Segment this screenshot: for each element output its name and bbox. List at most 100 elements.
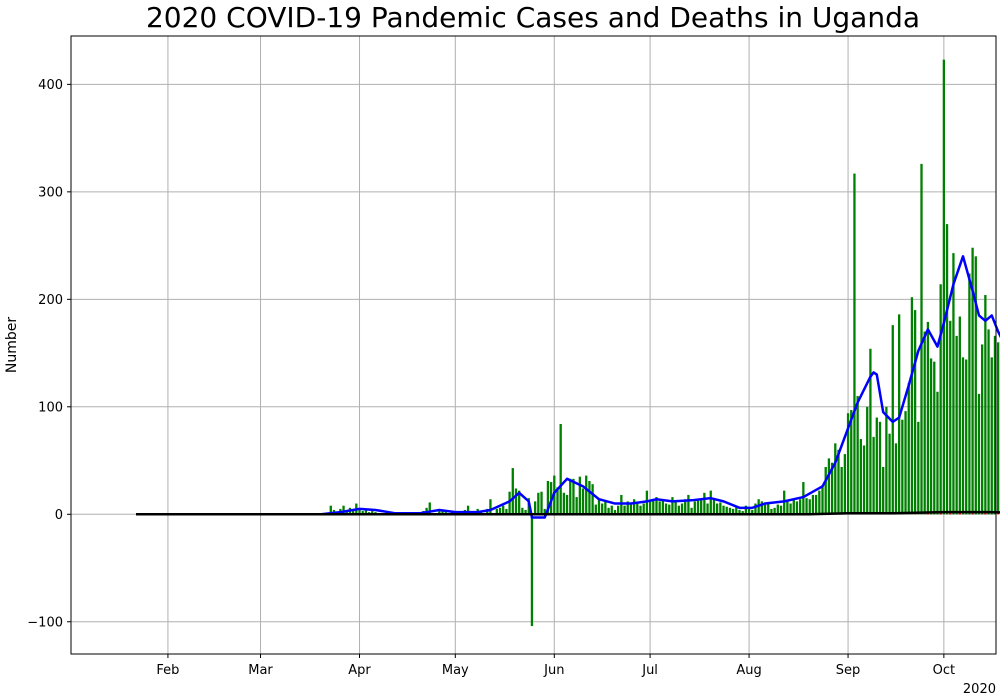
x-tick-label: Oct [933, 663, 955, 678]
bar-mark [859, 439, 862, 515]
bar-mark [562, 492, 566, 515]
bar-mark [792, 499, 795, 515]
bar-mark [795, 501, 799, 515]
bar-mark [811, 494, 815, 515]
bar-mark [648, 500, 652, 515]
bar-mark [636, 503, 639, 515]
bar-mark [345, 511, 348, 515]
bar-mark [987, 329, 990, 515]
bar-mark [731, 508, 735, 515]
bar-mark [693, 501, 696, 515]
bar-series-layer [323, 59, 1000, 627]
bar-mark [888, 433, 891, 515]
bar-mark [502, 505, 505, 515]
bar-mark [696, 499, 700, 515]
bar-mark [996, 342, 1000, 515]
bar-mark [358, 509, 361, 515]
bar-mark [913, 310, 917, 515]
bar-mark [728, 507, 732, 515]
x-axis-year-label: 2020 [963, 682, 996, 697]
bar-mark [990, 357, 993, 515]
bar-mark [961, 357, 965, 515]
bar-mark [725, 506, 728, 515]
grid-lines [71, 36, 996, 654]
bar-mark [639, 505, 642, 515]
bar-mark [955, 335, 958, 515]
bar-mark [993, 335, 997, 515]
bar-mark [824, 466, 827, 515]
y-tick-label: 300 [38, 185, 63, 200]
bar-mark [754, 503, 757, 515]
bar-mark [840, 466, 843, 515]
bar-mark [770, 508, 773, 515]
bar-mark [949, 320, 952, 515]
bar-mark [901, 419, 904, 515]
bar-mark [799, 499, 802, 515]
y-tick-label: 100 [38, 400, 63, 415]
bar-mark [977, 393, 981, 515]
bar-mark [878, 421, 882, 515]
x-tick-label: Feb [156, 663, 179, 678]
bar-mark [438, 511, 441, 515]
bar-mark [632, 499, 636, 515]
bar-mark [830, 462, 834, 515]
bar-mark [668, 504, 671, 515]
bar-mark [642, 503, 645, 515]
x-tick-label: Jun [543, 663, 564, 678]
bar-mark [601, 503, 604, 515]
bar-mark [952, 253, 955, 515]
bar-mark [936, 391, 939, 515]
bar-mark [604, 501, 607, 515]
bar-mark [869, 348, 872, 515]
bar-mark [741, 511, 744, 515]
bar-mark [530, 514, 534, 627]
bar-mark [846, 413, 850, 515]
bar-mark [687, 494, 690, 515]
bar-mark [821, 486, 824, 515]
y-axis-label: Number [4, 317, 20, 373]
bar-mark [926, 321, 930, 515]
bar-mark [767, 503, 770, 515]
bar-mark [910, 297, 914, 515]
bar-mark [572, 478, 575, 515]
bar-mark [837, 449, 840, 515]
bar-mark [514, 488, 518, 515]
bar-mark [712, 499, 716, 515]
bar-mark [719, 502, 722, 515]
bar-mark [789, 503, 792, 515]
plot-frame [70, 35, 997, 655]
bar-mark [738, 509, 741, 515]
bar-mark [371, 511, 374, 515]
bar-mark [364, 509, 368, 515]
bar-mark [814, 494, 818, 515]
series-line [136, 255, 1000, 519]
bar-mark [617, 505, 620, 515]
bar-mark [680, 503, 684, 515]
bar-mark [703, 492, 706, 515]
bar-mark [591, 484, 594, 515]
bar-mark [751, 509, 754, 515]
bar-mark [610, 505, 613, 515]
bar-mark [939, 284, 942, 515]
bar-mark [655, 497, 658, 515]
bar-mark [933, 361, 936, 515]
bar-mark [722, 505, 725, 515]
bar-mark [818, 490, 821, 515]
bar-mark [629, 503, 633, 515]
bar-mark [505, 508, 508, 515]
bar-mark [942, 59, 946, 515]
bar-mark [581, 488, 585, 515]
bar-mark [827, 458, 831, 515]
bar-mark [945, 224, 949, 515]
bar-mark [866, 406, 869, 515]
bar-mark [597, 499, 601, 515]
bar-mark [607, 507, 610, 515]
bar-mark [569, 478, 572, 515]
bar-mark [715, 503, 719, 515]
bar-mark [981, 344, 984, 515]
bar-mark [776, 504, 779, 515]
bar-mark [361, 511, 364, 515]
bar-mark [508, 491, 511, 515]
bar-mark [575, 497, 578, 515]
bar-mark [658, 501, 661, 515]
